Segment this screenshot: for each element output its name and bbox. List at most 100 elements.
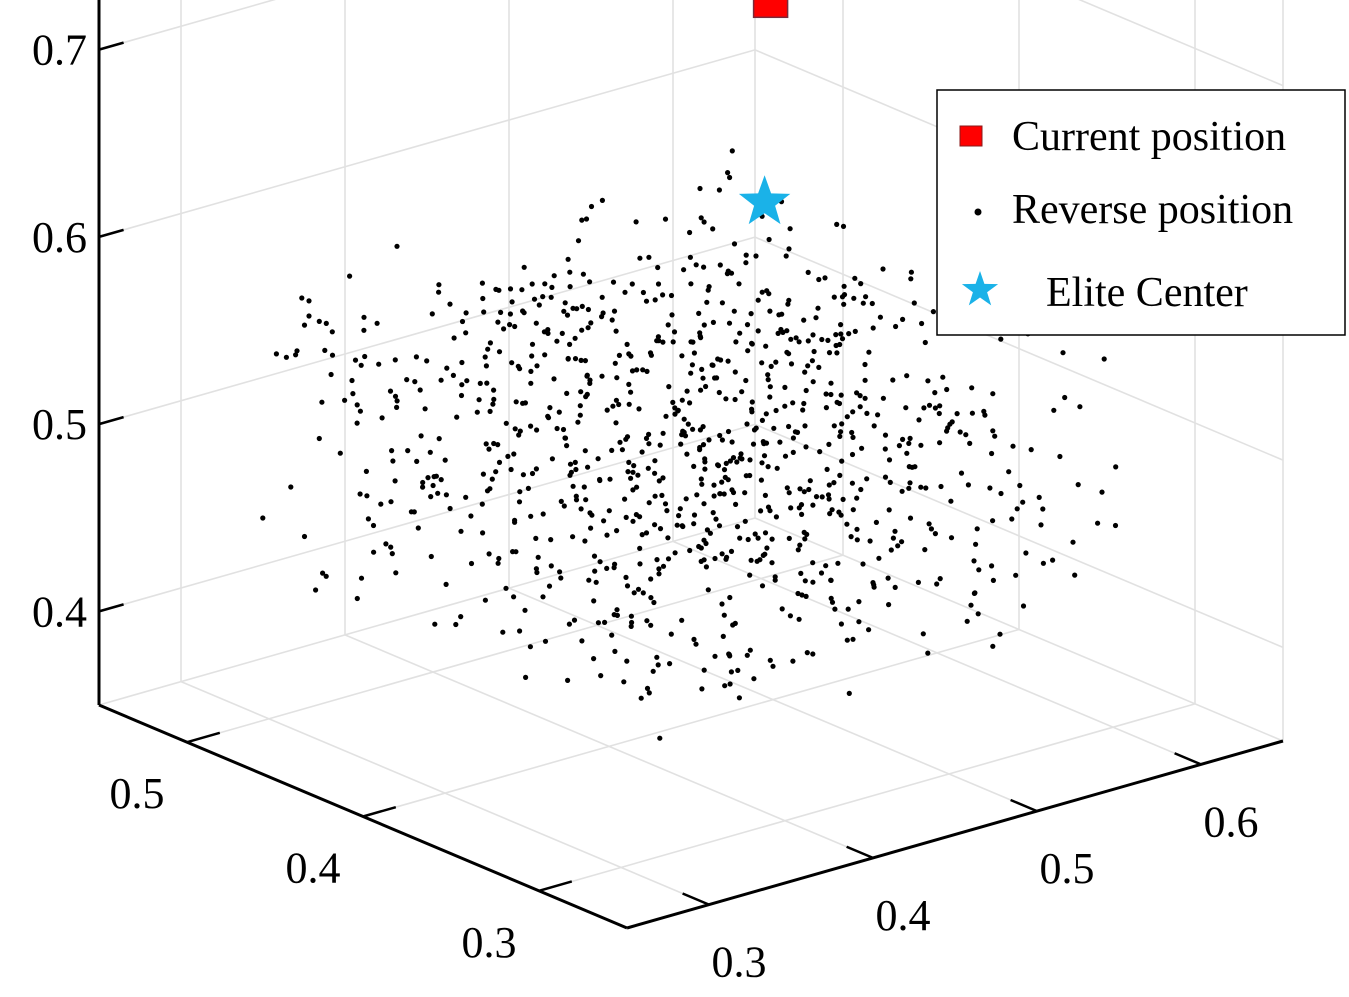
reverse-point [824,466,830,472]
reverse-point [725,358,731,364]
reverse-point [742,518,748,524]
reverse-point [599,294,605,300]
reverse-point [573,466,579,473]
reverse-point [834,350,840,356]
reverse-point [858,486,864,493]
reverse-point [429,311,435,317]
reverse-point [823,391,829,397]
reverse-point [430,482,436,489]
reverse-point [796,616,802,622]
reverse-point [697,447,703,453]
reverse-point [480,295,486,302]
reverse-point [681,267,687,273]
reverse-point [717,491,723,497]
reverse-point [745,348,751,354]
reverse-point [378,501,384,507]
reverse-point [639,449,645,455]
reverse-point [987,485,993,491]
reverse-point [625,469,631,475]
reverse-point [803,593,809,600]
reverse-point [582,358,589,364]
reverse-point [723,460,729,466]
reverse-point [655,662,661,668]
reverse-point [908,269,915,275]
reverse-point [575,419,581,425]
reverse-point [352,357,359,363]
reverse-point [823,563,829,569]
reverse-point [975,611,981,617]
reverse-point [860,561,866,567]
reverse-point [748,557,754,563]
reverse-point [810,579,816,585]
reverse-point [795,590,801,597]
reverse-point [547,405,553,411]
reverse-point [849,480,856,486]
reverse-point [700,375,706,381]
reverse-point [852,328,858,334]
reverse-point [592,568,598,574]
reverse-point [595,620,602,626]
reverse-point [773,359,779,365]
reverse-point [677,506,683,512]
reverse-point [730,622,736,628]
reverse-point [925,650,931,656]
reverse-point [837,472,843,478]
reverse-point [691,521,697,527]
reverse-point [856,619,862,625]
reverse-point [882,446,888,452]
reverse-point [540,511,546,517]
reverse-point [932,390,938,396]
reverse-point [665,535,671,541]
reverse-point [810,502,816,508]
reverse-point [585,325,591,331]
reverse-point [925,378,931,384]
reverse-point [805,269,811,275]
reverse-point [561,308,567,314]
z-gridline [98,423,756,613]
reverse-point [731,308,737,314]
reverse-point [803,387,809,394]
reverse-point [389,448,395,454]
reverse-point [542,352,548,358]
reverse-point [848,534,854,540]
reverse-point [273,351,279,357]
reverse-point [487,408,493,414]
reverse-point [922,339,928,346]
reverse-point [659,492,665,498]
reverse-point [604,407,610,413]
reverse-point [755,328,761,334]
scatter-points [260,148,1119,741]
reverse-point [428,553,434,560]
reverse-point [507,322,513,328]
reverse-point [672,411,678,417]
reverse-point [675,407,681,413]
reverse-point [597,476,603,483]
reverse-point [511,519,518,525]
reverse-point [487,486,493,492]
reverse-point [752,531,758,537]
reverse-point [877,314,884,320]
y-tick-label: 0.4 [286,844,341,893]
reverse-point [782,403,788,409]
reverse-point [657,735,663,741]
reverse-point [1095,520,1101,526]
reverse-point [666,384,672,390]
reverse-point [362,353,368,360]
reverse-point [634,367,640,373]
reverse-point [1099,489,1105,495]
reverse-point [631,463,637,469]
reverse-point [483,441,489,447]
current-position-marker [752,0,789,19]
reverse-point [438,377,444,383]
reverse-point [628,389,634,395]
reverse-point [459,318,466,325]
reverse-point [656,338,662,344]
reverse-point [827,510,833,517]
reverse-point [508,466,514,473]
reverse-point [707,530,714,536]
reverse-point [388,544,394,550]
reverse-point [591,656,597,662]
reverse-point [622,289,628,295]
reverse-point [621,679,627,685]
reverse-point [444,365,450,371]
